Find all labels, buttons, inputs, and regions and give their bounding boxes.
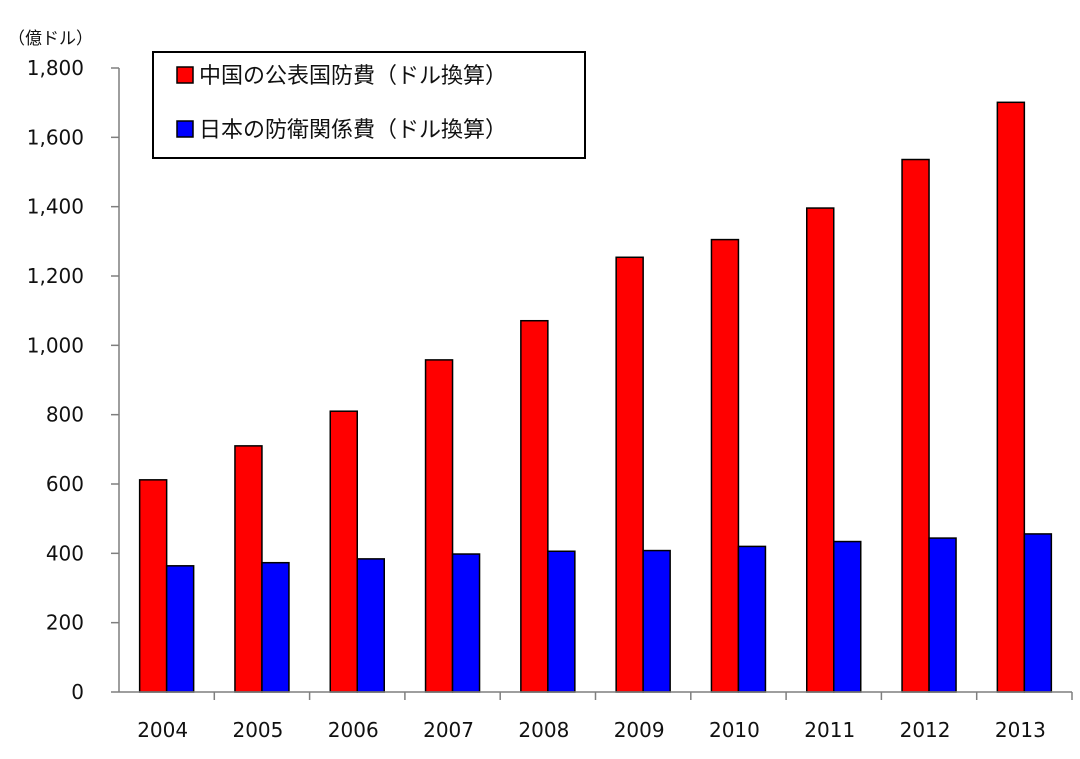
bar-japan-2013 — [1023, 533, 1053, 693]
y-tick-label: 200 — [46, 611, 84, 635]
bar-china-2009 — [615, 256, 644, 693]
y-tick-label: 600 — [46, 472, 84, 496]
y-axis-unit-label: （億ドル） — [8, 29, 93, 49]
legend: 中国の公表国防費（ドル換算） 日本の防衛関係費（ドル換算） — [152, 51, 586, 159]
bar-china-2010 — [710, 238, 740, 693]
bar-japan-2009 — [642, 549, 671, 693]
bar-china-2012 — [901, 158, 930, 693]
y-tick-label: 800 — [46, 403, 84, 427]
x-tick-label: 2009 — [614, 718, 665, 742]
bar-japan-2008 — [547, 550, 576, 693]
y-tick-label: 1,800 — [27, 56, 84, 80]
y-tick-label: 0 — [71, 680, 84, 704]
bar-japan-2010 — [737, 545, 767, 693]
legend-swatch — [176, 66, 194, 84]
x-tick-label: 2007 — [423, 718, 474, 742]
bar-china-2007 — [424, 359, 454, 693]
bar-china-2008 — [520, 319, 549, 693]
bar-china-2004 — [138, 479, 168, 693]
bar-china-2005 — [234, 445, 263, 693]
bar-japan-2007 — [451, 553, 481, 693]
y-tick-label: 400 — [46, 541, 84, 565]
x-tick-label: 2013 — [995, 718, 1046, 742]
x-tick-label: 2005 — [232, 718, 283, 742]
x-tick-label: 2011 — [804, 718, 855, 742]
legend-box — [152, 51, 586, 159]
legend-label: 日本の防衛関係費（ドル換算） — [199, 118, 507, 143]
y-tick-label: 1,200 — [27, 264, 84, 288]
bar-japan-2005 — [261, 561, 290, 693]
bar-japan-2004 — [165, 565, 195, 693]
bar-china-2006 — [329, 410, 358, 693]
bar-japan-2012 — [928, 537, 957, 693]
bar-china-2013 — [996, 101, 1026, 693]
x-tick-label: 2004 — [137, 718, 188, 742]
y-tick-label: 1,600 — [27, 125, 84, 149]
x-axis: 2004 2005 2006 2007 2008 2009 2010 2011 2012 2013 — [137, 692, 1073, 742]
x-tick-label: 2010 — [709, 718, 760, 742]
y-tick-label: 1,000 — [27, 333, 84, 357]
x-tick-label: 2006 — [328, 718, 379, 742]
y-axis: 0 200 400 600 800 1,000 1,200 1,400 1,600 1,800 — [27, 56, 119, 704]
y-tick-label: 1,400 — [27, 195, 84, 219]
x-tick-label: 2012 — [900, 718, 951, 742]
bar-china-2011 — [806, 207, 835, 693]
bar-japan-2011 — [833, 540, 862, 693]
legend-label: 中国の公表国防費（ドル換算） — [199, 64, 507, 89]
x-tick-label: 2008 — [518, 718, 569, 742]
bar-japan-2006 — [356, 558, 385, 693]
bars — [138, 101, 1053, 693]
legend-swatch — [176, 120, 194, 138]
